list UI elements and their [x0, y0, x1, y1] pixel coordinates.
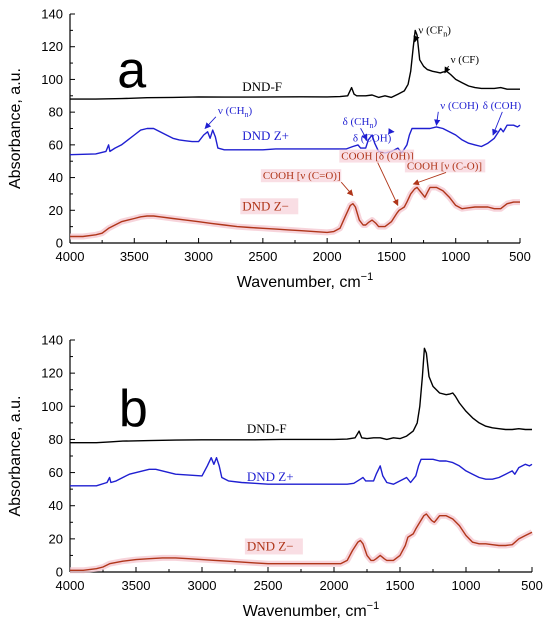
x-tick-label: 3500 — [120, 249, 149, 264]
annotation-arrow — [412, 171, 447, 186]
chart-panel-a: 4000 3500 3000 2500 2000 1500 1000 500 0 20 40 60 80… — [7, 7, 531, 292]
x-tick-label: 2000 — [320, 578, 349, 593]
y-tick-label: 100 — [41, 72, 63, 87]
y-tick-label: 60 — [49, 137, 63, 152]
x-tick-label: 2500 — [248, 249, 277, 264]
y-axis-title: Absorbance, a.u. — [7, 396, 24, 517]
annotation-text: ν (CF) — [451, 54, 480, 66]
annotation-subscript: n — [245, 110, 249, 119]
series-line-dnd-zminus — [70, 186, 520, 238]
x-axis-title-text: Wavenumber, cm — [237, 274, 361, 291]
x-axis-title: Wavenumber, cm−1 — [237, 271, 373, 291]
annotation-arrow — [434, 111, 441, 126]
x-tick-label: 4000 — [56, 578, 85, 593]
annotation-label: COOH [ν (C=O)] — [263, 170, 341, 182]
x-tick-label: 500 — [509, 249, 531, 264]
series-label: DND Z+ — [247, 469, 294, 484]
y-tick-label: 140 — [41, 7, 63, 22]
panel-label: b — [119, 380, 148, 438]
series-line-dnd-zplus — [70, 457, 533, 487]
x-tick-label: 500 — [521, 578, 543, 593]
annotation-label: ν (CFn) — [418, 25, 451, 39]
x-tick-label: 1000 — [452, 578, 481, 593]
series-line-dnd-f — [70, 347, 532, 444]
x-tick-label: 2500 — [254, 578, 283, 593]
annotation-text: δ (COH) — [483, 100, 522, 112]
annotation-text: COOH [ν (C-O)] — [407, 160, 482, 172]
series-label-highlight — [240, 198, 299, 215]
annotation-arrow — [413, 35, 420, 43]
chart-panel-b: 4000 3500 3000 2500 2000 1500 1000 500 0 20 40 60 80… — [7, 333, 543, 621]
annotation-highlight — [260, 169, 342, 183]
annotation-highlight — [339, 149, 415, 163]
annotation-subscript: n — [369, 121, 373, 130]
x-axis-title-superscript: −1 — [367, 600, 380, 612]
x-tick-label: 2000 — [313, 249, 342, 264]
y-tick-label: 40 — [49, 170, 63, 185]
annotation-arrow — [204, 116, 217, 129]
y-tick-label: 40 — [49, 498, 63, 513]
annotation-text: COOH [δ (OH)] — [341, 151, 413, 163]
annotation-text: ν (CF — [418, 25, 443, 37]
x-tick-label: 1500 — [386, 578, 415, 593]
x-axis-title-text: Wavenumber, cm — [243, 603, 367, 620]
series-label: DND-F — [242, 79, 282, 94]
annotation-text: COOH [ν (C=O)] — [263, 170, 341, 182]
annotation-label: COOH [ν (C-O)] — [407, 160, 482, 172]
x-tick-label: 3000 — [184, 249, 213, 264]
annotation-arrow — [340, 181, 354, 197]
annotation-close: ) — [447, 25, 451, 37]
x-tick-label: 4000 — [56, 249, 85, 264]
annotation-label: δ (COH) — [353, 133, 392, 145]
series-line-dnd-f — [70, 29, 520, 100]
annotation-text: ν (COH) — [440, 100, 479, 112]
series-label: DND-F — [247, 421, 287, 436]
y-tick-label: 20 — [49, 203, 63, 218]
y-tick-label: 120 — [41, 39, 63, 54]
series-label-highlight — [244, 538, 303, 555]
series-label: DND Z+ — [242, 128, 289, 143]
annotation-arrow — [360, 128, 368, 141]
annotation-highlight — [404, 159, 486, 173]
annotation-label: ν (COH) — [440, 100, 479, 112]
y-tick-label: 0 — [56, 565, 63, 580]
annotation-text: ν (CH — [218, 105, 245, 117]
annotation-label: δ (COH) — [483, 100, 522, 112]
annotation-text: δ (CH — [343, 116, 370, 128]
y-tick-label: 140 — [41, 333, 63, 348]
x-tick-label: 3000 — [188, 578, 217, 593]
panel-label: a — [117, 42, 146, 100]
x-tick-label: 3500 — [122, 578, 151, 593]
annotation-arrow — [492, 111, 503, 136]
series-line-dnd-zminus — [70, 513, 533, 571]
y-tick-label: 120 — [41, 366, 63, 381]
annotation-label: ν (CHn) — [218, 105, 253, 119]
y-tick-label: 0 — [56, 236, 63, 251]
y-tick-label: 60 — [49, 465, 63, 480]
x-tick-label: 1000 — [441, 249, 470, 264]
annotation-arrow — [377, 162, 399, 206]
y-axis-title: Absorbance, a.u. — [7, 68, 24, 189]
annotation-close: ) — [249, 105, 253, 117]
x-axis-title: Wavenumber, cm−1 — [243, 600, 379, 620]
annotation-label: COOH [δ (OH)] — [341, 151, 413, 163]
y-tick-label: 80 — [49, 432, 63, 447]
y-tick-label: 80 — [49, 105, 63, 120]
series-line-dnd-zplus — [69, 124, 521, 156]
x-axis-title-superscript: −1 — [361, 271, 374, 283]
y-tick-label: 100 — [41, 399, 63, 414]
x-tick-label: 1500 — [377, 249, 406, 264]
y-tick-label: 20 — [49, 531, 63, 546]
annotation-arrow — [444, 65, 451, 74]
annotation-subscript: n — [443, 30, 447, 39]
series-label: DND Z− — [247, 538, 294, 553]
annotation-label: δ (CHn) — [343, 116, 378, 130]
series-label: DND Z− — [242, 198, 289, 213]
annotation-label: ν (CF) — [451, 54, 480, 66]
annotation-text: δ (COH) — [353, 133, 392, 145]
annotation-close: ) — [373, 116, 377, 128]
